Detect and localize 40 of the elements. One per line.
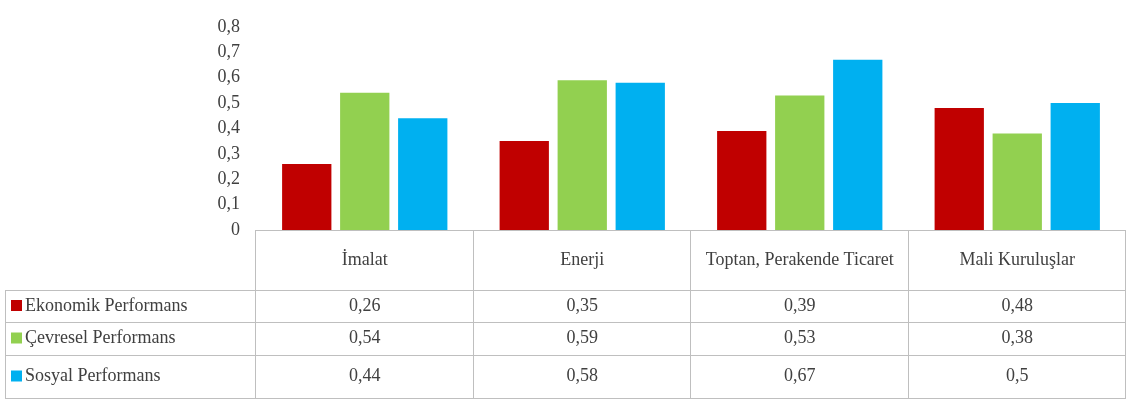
y-tick-label: 0,3 xyxy=(217,142,240,163)
x-tick-label: Toptan, Perakende Ticaret xyxy=(705,248,894,269)
x-tick-label: Enerji xyxy=(560,248,605,269)
data-label: 0,5 xyxy=(1006,365,1029,386)
bar xyxy=(992,133,1042,230)
y-tick-label: 0,1 xyxy=(217,193,240,214)
y-tick-label: 0 xyxy=(231,218,240,239)
bar xyxy=(340,92,390,230)
bar xyxy=(557,80,607,230)
x-tick-label: Mali Kuruluşlar xyxy=(959,248,1075,269)
bar xyxy=(833,59,883,230)
bar xyxy=(499,141,549,230)
data-label: 0,54 xyxy=(349,327,381,348)
bar xyxy=(398,118,448,230)
data-label: 0,38 xyxy=(1001,327,1033,348)
data-label: 0,59 xyxy=(566,327,598,348)
data-label: 0,48 xyxy=(1001,294,1033,315)
data-label: 0,26 xyxy=(349,294,381,315)
y-tick-label: 0,7 xyxy=(217,40,240,61)
bar xyxy=(282,163,332,230)
legend-label: Çevresel Performans xyxy=(25,327,176,348)
data-label: 0,53 xyxy=(784,327,816,348)
legend-label: Ekonomik Performans xyxy=(25,294,188,315)
y-tick-label: 0,8 xyxy=(217,15,240,36)
y-tick-label: 0,2 xyxy=(217,167,240,188)
legend-label: Sosyal Performans xyxy=(25,365,161,386)
bar xyxy=(1050,103,1100,230)
y-tick-label: 0,5 xyxy=(217,91,240,112)
data-label: 0,35 xyxy=(566,294,598,315)
data-label: 0,39 xyxy=(784,294,816,315)
bar xyxy=(615,82,665,230)
data-label: 0,44 xyxy=(349,365,381,386)
bar xyxy=(717,130,767,230)
x-tick-label: İmalat xyxy=(341,248,388,269)
data-label: 0,67 xyxy=(784,365,816,386)
bar xyxy=(934,108,984,230)
y-tick-label: 0,4 xyxy=(217,117,240,138)
data-label: 0,58 xyxy=(566,365,598,386)
bar xyxy=(775,95,825,230)
y-tick-label: 0,6 xyxy=(217,66,240,87)
